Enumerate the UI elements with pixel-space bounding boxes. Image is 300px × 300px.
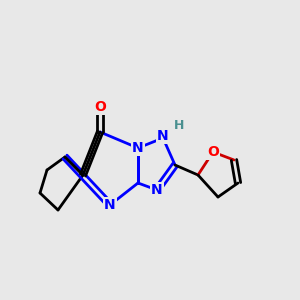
Text: O: O — [207, 145, 219, 159]
Text: N: N — [151, 183, 163, 197]
Text: H: H — [174, 119, 185, 133]
Text: N: N — [104, 198, 116, 212]
Text: N: N — [132, 141, 144, 155]
Text: O: O — [94, 100, 106, 114]
Text: N: N — [157, 130, 169, 143]
